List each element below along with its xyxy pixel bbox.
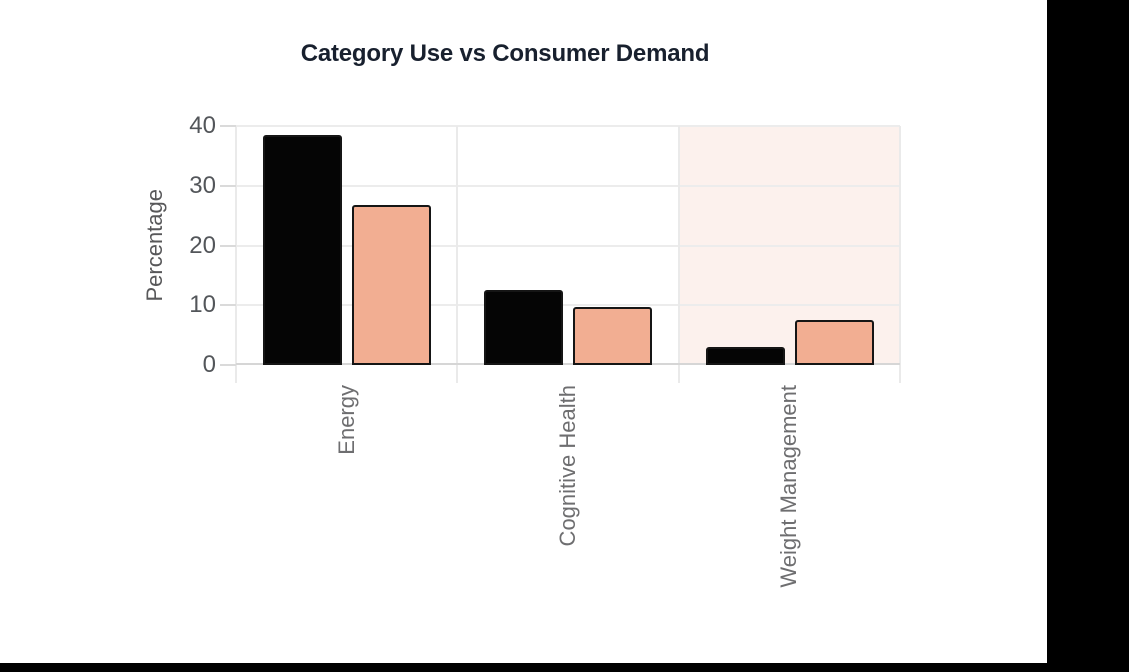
bar-series-2-energy [352, 204, 431, 365]
gridline-horizontal [236, 244, 900, 247]
gridline-vertical [456, 126, 459, 383]
y-tick-mark [220, 364, 236, 366]
y-tick-label: 30 [189, 171, 216, 199]
y-tick-mark [220, 184, 236, 187]
letterbox-bottom [0, 663, 1129, 672]
y-tick-label: 0 [202, 351, 216, 378]
gridline-horizontal [236, 304, 900, 307]
x-category-label-cognitive-health: Cognitive Health [555, 385, 580, 547]
bar-series-2-cognitive-health [573, 307, 653, 365]
letterbox-right [1047, 0, 1129, 672]
y-tick-label: 20 [189, 231, 216, 259]
gridline-vertical [899, 126, 901, 383]
gridline-vertical [677, 126, 680, 383]
x-axis-line [236, 363, 900, 365]
bar-series-1-weight-management [705, 347, 785, 365]
x-category-label-weight-management: Weight Management [776, 385, 802, 588]
bar-series-1-cognitive-health [484, 290, 564, 365]
x-category-label-energy: Energy [333, 385, 359, 455]
gridline-horizontal [236, 125, 900, 127]
y-tick-mark [220, 244, 236, 247]
y-tick-mark [220, 125, 236, 127]
gridline-vertical [235, 126, 237, 383]
gridline-horizontal [236, 184, 900, 187]
y-tick-mark [220, 304, 236, 307]
chart-title: Category Use vs Consumer Demand [300, 40, 710, 67]
y-tick-label: 40 [189, 112, 216, 139]
y-tick-label: 10 [189, 291, 216, 319]
bar-series-1-energy [263, 134, 342, 365]
plot-area: 0 10 20 30 40 Energy Cognitive Health Weight Ma… [189, 112, 901, 588]
bar-series-2-weight-management [794, 319, 874, 365]
